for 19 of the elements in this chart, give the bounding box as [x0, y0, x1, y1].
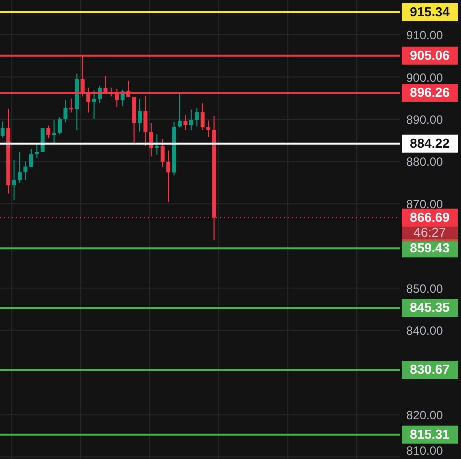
ref-line-label: 884.22 — [410, 136, 450, 151]
ref-line-label: 859.43 — [410, 240, 450, 256]
y-tick-label: 810.00 — [406, 444, 444, 458]
ref-line-label: 866.69 — [410, 210, 450, 225]
ref-line-label: 845.35 — [410, 300, 450, 316]
text: 46:27 — [414, 224, 446, 240]
y-tick-label: 840.00 — [406, 324, 444, 338]
y-tick-label: 870.00 — [406, 197, 444, 212]
y-tick-label: 880.00 — [406, 155, 444, 170]
y-tick-label: 910.00 — [406, 28, 444, 43]
ref-line-label: 905.06 — [410, 48, 450, 63]
y-tick-label: 900.00 — [406, 70, 444, 85]
ref-line-label: 896.26 — [410, 85, 450, 100]
y-tick-label: 820.00 — [406, 408, 444, 423]
y-tick-label: 850.00 — [406, 282, 444, 296]
y-tick-label: 890.00 — [406, 113, 444, 127]
ref-line-label: 915.34 — [410, 4, 451, 20]
ref-line-label: 830.67 — [410, 362, 450, 378]
ref-line-label: 815.31 — [410, 426, 450, 442]
